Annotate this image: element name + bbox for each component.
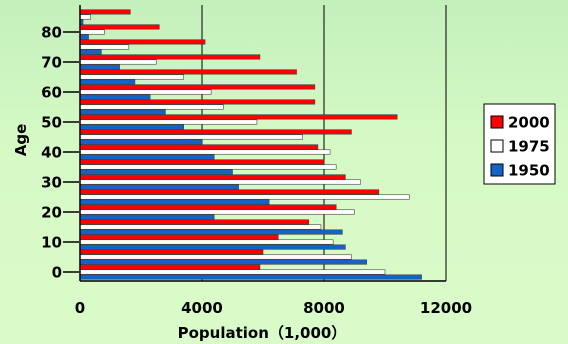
bar-1950-age-20-24 — [79, 214, 215, 220]
bar-1950-age-25-29 — [79, 199, 270, 205]
bar-2000-age-20-24 — [79, 204, 337, 210]
bar-2000-age-10-14 — [79, 234, 279, 240]
y-tick-label-10: 10 — [41, 234, 62, 252]
x-axis-title: Population（1,000） — [178, 324, 347, 342]
legend-label-1950: 1950 — [508, 162, 550, 180]
legend-label-1975: 1975 — [508, 138, 550, 156]
bar-1975-age-25-29 — [79, 194, 410, 200]
bar-1950-age-70-74 — [79, 64, 120, 70]
bar-1950-age-65-69 — [79, 79, 136, 85]
y-tick-label-40: 40 — [41, 144, 62, 162]
bar-2000-age-50-54 — [79, 114, 398, 120]
bar-2000-age-45-49 — [79, 129, 352, 135]
bar-1950-age-15-19 — [79, 229, 343, 235]
x-tick-label-0: 0 — [75, 299, 85, 317]
bar-1975-age-5-9 — [79, 254, 352, 260]
bar-2000-age-85+ — [79, 9, 131, 15]
bar-1975-age-30-34 — [79, 179, 361, 185]
bar-2000-age-35-39 — [79, 159, 325, 165]
bar-1975-age-10-14 — [79, 239, 334, 245]
bar-2000-age-0-4 — [79, 264, 261, 270]
bar-1950-age-50-54 — [79, 124, 184, 130]
bar-2000-age-30-34 — [79, 174, 346, 180]
y-tick-label-0: 0 — [52, 264, 62, 282]
bar-1975-age-40-44 — [79, 149, 331, 155]
x-tick-label-4000: 4000 — [181, 299, 223, 317]
bar-2000-age-65-69 — [79, 69, 297, 75]
bar-1950-age-30-34 — [79, 184, 239, 190]
bar-1975-age-80-84 — [79, 29, 105, 35]
bar-2000-age-25-29 — [79, 189, 380, 195]
bar-2000-age-55-59 — [79, 99, 316, 105]
y-tick-label-80: 80 — [41, 24, 62, 42]
y-tick-label-50: 50 — [41, 114, 62, 132]
bar-1950-age-0-4 — [79, 274, 422, 280]
bar-1975-age-15-19 — [79, 224, 322, 230]
bar-2000-age-75-79 — [79, 39, 206, 45]
bar-2000-age-40-44 — [79, 144, 319, 150]
bar-1950-age-35-39 — [79, 169, 233, 175]
bar-1975-age-85+ — [79, 14, 91, 20]
bars — [79, 9, 422, 280]
bar-2000-age-70-74 — [79, 54, 261, 60]
bar-1950-age-80-84 — [79, 34, 89, 40]
bar-1975-age-0-4 — [79, 269, 386, 275]
bar-2000-age-60-64 — [79, 84, 316, 90]
x-tick-label-12000: 12000 — [420, 299, 472, 317]
legend-swatch-2000 — [490, 115, 504, 129]
x-tick-label-8000: 8000 — [303, 299, 345, 317]
legend-swatch-1975 — [490, 139, 504, 153]
bar-1975-age-45-49 — [79, 134, 303, 140]
tick-labels: 0 4000 8000 12000 0 10 20 30 40 50 60 70 80 — [41, 24, 472, 318]
legend-label-2000: 2000 — [508, 114, 550, 132]
bar-1950-age-40-44 — [79, 154, 215, 160]
legend: 2000 1975 1950 — [483, 103, 556, 185]
y-tick-label-30: 30 — [41, 174, 62, 192]
bar-1975-age-60-64 — [79, 89, 212, 95]
axes — [79, 5, 446, 282]
y-tick-label-60: 60 — [41, 84, 62, 102]
bar-2000-age-80-84 — [79, 24, 160, 30]
bar-1950-age-5-9 — [79, 259, 368, 265]
bar-1950-age-10-14 — [79, 244, 346, 250]
bar-1950-age-75-79 — [79, 49, 102, 55]
bar-2000-age-5-9 — [79, 249, 264, 255]
y-tick-label-70: 70 — [41, 54, 62, 72]
bar-1975-age-50-54 — [79, 119, 258, 125]
y-tick-label-20: 20 — [41, 204, 62, 222]
bar-2000-age-15-19 — [79, 219, 310, 225]
bar-1975-age-75-79 — [79, 44, 130, 50]
bar-1950-age-60-64 — [79, 94, 151, 100]
bar-1975-age-70-74 — [79, 59, 157, 65]
bar-1950-age-55-59 — [79, 109, 166, 115]
bar-1950-age-45-49 — [79, 139, 203, 145]
bar-1975-age-35-39 — [79, 164, 337, 170]
bar-1975-age-55-59 — [79, 104, 224, 110]
bar-1975-age-20-24 — [79, 209, 355, 215]
y-axis-title: Age — [12, 124, 30, 157]
legend-swatch-1950 — [490, 163, 504, 177]
bar-1975-age-65-69 — [79, 74, 184, 80]
